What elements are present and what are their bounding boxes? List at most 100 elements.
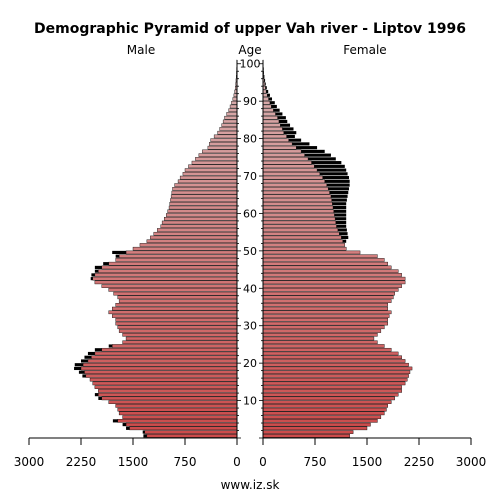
chart-title: Demographic Pyramid of upper Vah river -… [34, 21, 466, 37]
female-bar [262, 303, 389, 307]
female-excess-bar [308, 157, 336, 161]
male-bar [125, 336, 238, 341]
female-excess-bar [317, 168, 347, 172]
female-bar [262, 216, 336, 221]
male-bar [232, 97, 238, 101]
female-bar [262, 142, 293, 146]
age-axis: 10 20 30 40 50 60 70 80 90 100 [236, 58, 264, 439]
male-bar [113, 291, 238, 296]
female-bar [262, 407, 387, 412]
female-bar [262, 145, 297, 150]
female-x-tick-label: 0 [259, 455, 267, 469]
female-bar [262, 404, 389, 408]
male-bar [108, 288, 238, 292]
female-bar [262, 310, 392, 315]
female-excess-bar [296, 146, 318, 150]
male-bar [191, 160, 238, 165]
male-bar [111, 314, 238, 318]
female-bars [262, 59, 413, 438]
female-bar [262, 164, 315, 169]
female-bar [262, 179, 325, 184]
female-bar [262, 314, 390, 318]
female-bar [262, 434, 350, 438]
female-bar [262, 254, 378, 258]
female-bar [262, 198, 332, 202]
male-bar [85, 374, 238, 378]
female-bar [262, 220, 337, 225]
male-bar [166, 213, 238, 217]
male-bar [160, 224, 238, 229]
female-excess-bar [304, 153, 331, 157]
female-bar [262, 108, 274, 112]
male-bar [98, 392, 238, 397]
female-excess-bar [322, 176, 349, 180]
female-excess-bar [263, 74, 265, 79]
female-bar [262, 250, 361, 255]
female-bar [262, 228, 339, 232]
male-bar [98, 269, 238, 273]
female-excess-bar [324, 179, 350, 183]
female-bar [262, 123, 281, 127]
male-bar [122, 333, 238, 337]
female-excess-bar [314, 164, 345, 168]
female-bar [262, 273, 402, 277]
male-bar [84, 370, 238, 374]
female-excess-bar [286, 134, 295, 138]
male-bar [108, 400, 238, 404]
male-bar [94, 351, 238, 356]
female-bar [262, 381, 406, 386]
male-excess-bar [103, 262, 109, 266]
male-bar [118, 299, 238, 303]
female-excess-bar [278, 119, 288, 124]
male-bar [228, 108, 238, 112]
female-excess-bar [267, 93, 270, 97]
male-excess-bar [87, 351, 95, 356]
male-x-tick-label: 2250 [66, 455, 97, 469]
female-excess-bar [328, 187, 349, 191]
male-bar [168, 205, 238, 210]
female-bar [262, 93, 268, 98]
female-x-tick-label: 750 [304, 455, 327, 469]
male-bar [188, 164, 238, 169]
male-bar [117, 295, 238, 300]
female-excess-bar [331, 198, 347, 202]
female-bar [262, 385, 402, 389]
female-bar [262, 355, 402, 360]
female-bar [262, 389, 402, 393]
footer-url: www.iz.sk [221, 478, 280, 492]
female-bar [262, 377, 408, 382]
age-tick-label: 20 [243, 357, 257, 370]
male-bar [115, 318, 238, 322]
male-bar [98, 389, 238, 393]
female-excess-bar [280, 123, 291, 127]
age-tick-label: 30 [243, 320, 257, 333]
male-bar [118, 329, 238, 333]
male-bar [213, 134, 238, 139]
female-bar [262, 325, 385, 330]
female-bar [262, 149, 302, 154]
male-bar [169, 202, 238, 206]
female-excess-bar [271, 104, 277, 109]
female-bar [262, 288, 399, 292]
male-bar [229, 104, 238, 109]
male-excess-bar [84, 355, 92, 359]
age-tick-label: 10 [243, 395, 257, 408]
male-bar [207, 145, 238, 150]
female-excess-bar [311, 161, 342, 165]
female-excess-bar [326, 183, 350, 187]
female-excess-bar [334, 213, 347, 217]
male-bar [117, 419, 238, 423]
female-bar [262, 415, 382, 419]
female-excess-bar [268, 97, 273, 101]
male-bar [94, 385, 238, 389]
male-excess-bar [78, 370, 85, 374]
female-bar [262, 374, 409, 378]
male-bar [146, 239, 238, 243]
female-excess-bar [336, 224, 347, 228]
female-bar [262, 231, 340, 236]
female-excess-bar [265, 86, 267, 90]
female-bar [262, 183, 327, 187]
age-tick-label: 80 [243, 133, 257, 146]
age-tick-label: 50 [243, 245, 257, 258]
female-bar [262, 392, 399, 397]
